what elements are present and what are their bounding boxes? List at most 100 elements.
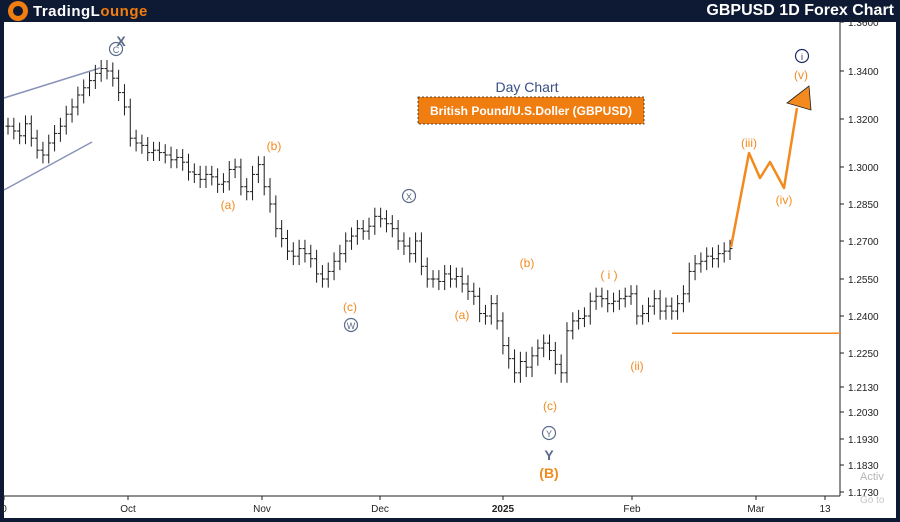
ohlc-bar: [622, 287, 628, 308]
ohlc-bar: [529, 346, 535, 378]
ohlc-bar: [418, 232, 424, 276]
ohlc-bar: [430, 270, 436, 288]
ohlc-bar: [52, 125, 58, 152]
wave-label: (a): [221, 198, 236, 212]
y-tick-label: 1.3200: [848, 115, 879, 126]
brand-name: TradingLounge: [33, 2, 148, 20]
ohlc-bar: [459, 267, 465, 293]
ohlc-bar: [34, 129, 40, 159]
ohlc-bar: [500, 312, 506, 355]
ohlc-bar: [273, 195, 279, 238]
ohlc-bar: [46, 134, 52, 164]
y-tick-label: 1.3600: [848, 18, 879, 29]
ohlc-bar: [156, 141, 162, 161]
wave-label: (iv): [776, 193, 793, 207]
channel-line-upper: [3, 67, 101, 99]
ohlc-bar: [494, 295, 500, 330]
ohlc-bar: [145, 137, 151, 161]
wave-label-circled: i: [801, 52, 803, 62]
wave-label: (a): [455, 308, 470, 322]
ohlc-bar: [116, 69, 122, 101]
ohlc-bar: [267, 178, 273, 213]
ohlc-bar: [424, 257, 430, 288]
ohlc-bar: [581, 307, 587, 328]
ohlc-bar: [191, 163, 197, 184]
ohlc-bar: [547, 334, 552, 361]
ohlc-bar: [640, 304, 646, 325]
ohlc-bar: [436, 270, 442, 291]
y-tick-label: 1.2130: [848, 383, 879, 394]
ohlc-bar: [465, 275, 471, 300]
ohlc-bar: [407, 237, 413, 263]
circled-label-ring: [541, 425, 557, 441]
ohlc-bar: [698, 252, 704, 273]
ohlc-bar: [215, 168, 221, 193]
ohlc-bar: [541, 334, 547, 358]
logo-icon: [8, 1, 28, 21]
ohlc-bar: [535, 339, 541, 366]
wave-label: (B): [539, 465, 558, 481]
ohlc-bar: [92, 64, 98, 89]
ohlc-bar: [611, 292, 617, 313]
chart-title: GBPUSD 1D Forex Chart: [706, 2, 894, 19]
ohlc-bar: [151, 141, 157, 161]
wave-label-circled: Y: [546, 429, 552, 439]
wave-label-circled: C: [113, 45, 120, 55]
ohlc-bar: [40, 141, 46, 164]
wave-label-circled: W: [347, 321, 356, 331]
ohlc-bar: [715, 244, 721, 268]
ohlc-bar: [290, 242, 296, 266]
ohlc-bar: [186, 153, 191, 181]
circled-label-ring: [108, 41, 124, 57]
y-tick-label: 1.3000: [848, 163, 879, 174]
wave-label: X: [116, 33, 126, 49]
ohlc-bar: [512, 349, 518, 383]
ohlc-bar: [651, 290, 657, 315]
x-tick-label: Mar: [747, 504, 765, 515]
y-tick-label: 1.2700: [848, 237, 879, 248]
x-tick-label: Feb: [623, 504, 641, 515]
ohlc-bar: [121, 84, 127, 116]
ohlc-bar: [302, 239, 308, 263]
ohlc-bar: [203, 165, 209, 188]
instrument-label: British Pound/U.S.Doller (GBPUSD): [430, 104, 632, 118]
ohlc-bar: [692, 254, 698, 281]
watermark-text: Activ: [860, 471, 884, 483]
ohlc-bar: [599, 287, 605, 308]
wave-label: (c): [343, 300, 357, 314]
x-tick-label: 0: [1, 504, 7, 515]
y-tick-label: 1.2400: [848, 312, 879, 323]
ohlc-bar: [366, 217, 372, 240]
ohlc-bar: [337, 244, 343, 271]
chart-subtitle: Day Chart: [495, 79, 558, 95]
y-tick-label: 1.2250: [848, 349, 879, 360]
ohlc-bar: [127, 98, 133, 147]
ohlc-bar: [98, 59, 104, 82]
ohlc-bar: [710, 247, 716, 268]
y-tick-label: 1.1930: [848, 435, 879, 446]
x-tick-label: 13: [819, 504, 831, 515]
ohlc-bar: [383, 210, 389, 233]
ohlc-bar: [57, 117, 63, 142]
ohlc-bar: [11, 117, 17, 140]
wave-label-circled: X: [406, 192, 412, 202]
x-tick-label: 2025: [492, 504, 515, 515]
ohlc-bar: [180, 149, 186, 171]
ohlc-bar: [669, 297, 675, 320]
ohlc-bar: [255, 156, 261, 184]
ohlc-bar: [226, 161, 232, 191]
ohlc-bar: [482, 304, 488, 325]
ohlc-bar: [343, 232, 349, 263]
wave-label: ( i ): [600, 268, 617, 282]
ohlc-bar: [413, 232, 419, 263]
ohlc-bar: [28, 115, 34, 147]
y-tick-label: 1.3400: [848, 67, 879, 78]
y-tick-label: 1.1830: [848, 461, 879, 472]
wave-label: (ii): [630, 359, 643, 373]
wave-label: (b): [267, 139, 282, 153]
ohlc-bar: [81, 79, 87, 104]
brand-logo[interactable]: TradingLounge: [8, 1, 148, 21]
ohlc-bar: [17, 122, 23, 145]
projection-arrowhead: [786, 85, 812, 111]
